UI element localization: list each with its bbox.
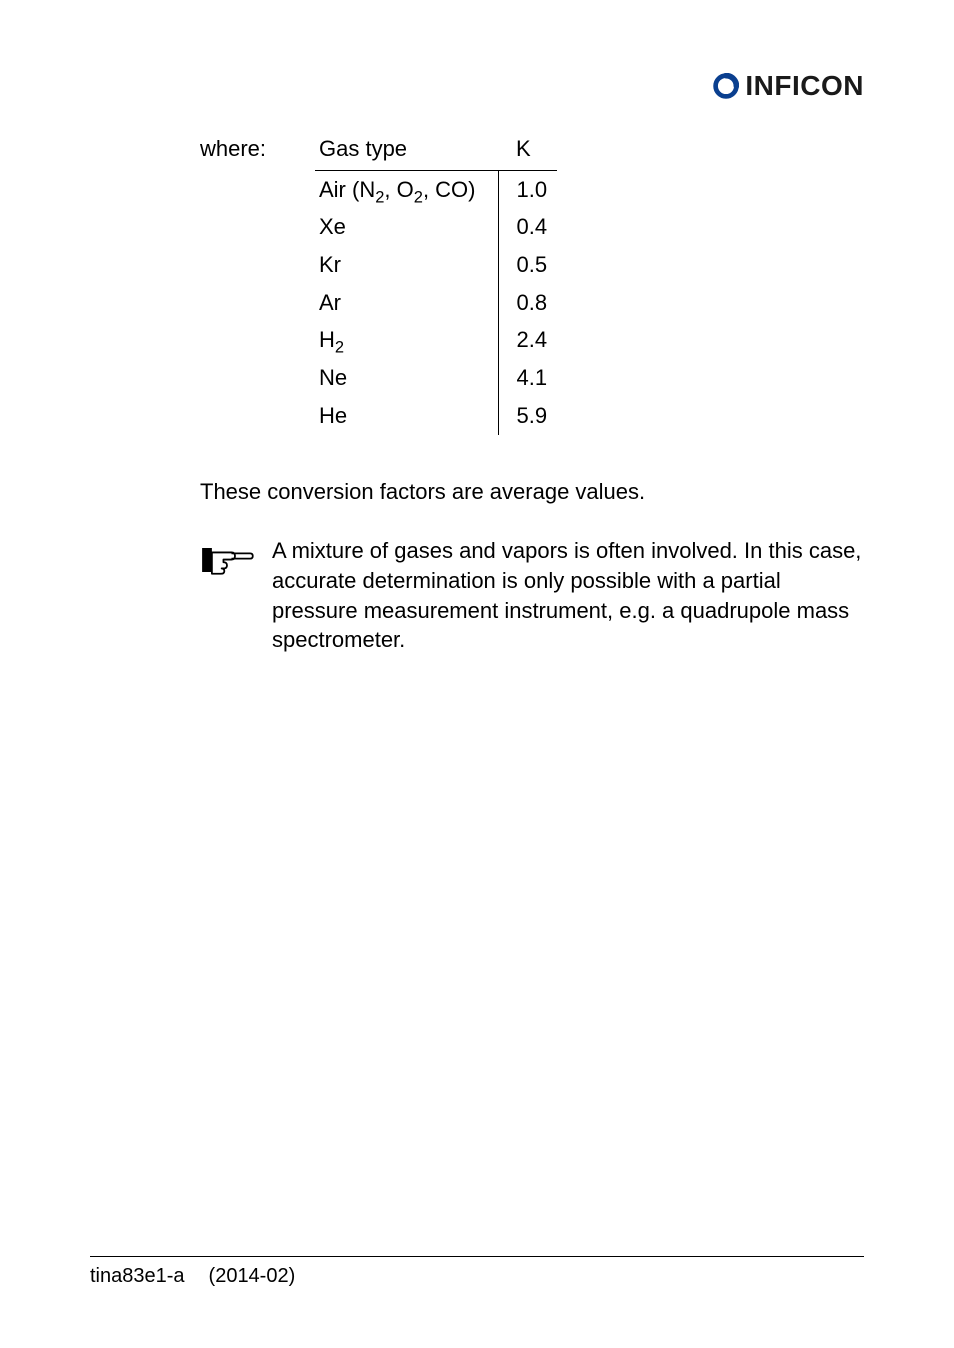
gas-table-block: where: Gas type K Air (N2, O2, CO) 1.0 X… [200,130,864,435]
k-cell: 0.4 [498,208,557,246]
gas-cell: He [315,397,498,435]
gas-cell: Air (N2, O2, CO) [315,170,498,208]
gas-cell: Ne [315,359,498,397]
table-row: Ar 0.8 [315,284,557,322]
k-cell: 4.1 [498,359,557,397]
table-row: Air (N2, O2, CO) 1.0 [315,170,557,208]
gas-conversion-table: Gas type K Air (N2, O2, CO) 1.0 Xe 0.4 K… [315,130,557,435]
col-header-k: K [498,130,557,170]
col-header-gas: Gas type [315,130,498,170]
k-cell: 2.4 [498,321,557,359]
table-row: H2 2.4 [315,321,557,359]
table-row: Xe 0.4 [315,208,557,246]
table-row: Kr 0.5 [315,246,557,284]
logo-mark-icon [713,73,739,99]
mixture-note-text: A mixture of gases and vapors is often i… [272,536,864,655]
logo-text: INFICON [745,70,864,102]
k-cell: 5.9 [498,397,557,435]
mixture-note-block: A mixture of gases and vapors is often i… [200,536,864,655]
footer-inner: tina83e1-a (2014-02) [90,1265,864,1288]
k-cell: 1.0 [498,170,557,208]
table-header-row: Gas type K [315,130,557,170]
gas-cell: Kr [315,246,498,284]
content-area: where: Gas type K Air (N2, O2, CO) 1.0 X… [90,130,864,655]
k-cell: 0.8 [498,284,557,322]
avg-note-paragraph: These conversion factors are average val… [200,477,860,507]
footer-doc-id: tina83e1-a [90,1265,185,1288]
brand-logo: INFICON [713,70,864,102]
table-body: Air (N2, O2, CO) 1.0 Xe 0.4 Kr 0.5 Ar 0.… [315,170,557,434]
gas-cell: Ar [315,284,498,322]
table-row: Ne 4.1 [315,359,557,397]
page: INFICON where: Gas type K Air (N2, O2, C… [0,0,954,1348]
k-cell: 0.5 [498,246,557,284]
table-row: He 5.9 [315,397,557,435]
gas-cell: H2 [315,321,498,359]
pointing-hand-icon [200,540,254,580]
page-footer: tina83e1-a (2014-02) [90,1256,864,1288]
where-label: where: [200,130,315,164]
gas-cell: Xe [315,208,498,246]
footer-date: (2014-02) [209,1265,296,1288]
